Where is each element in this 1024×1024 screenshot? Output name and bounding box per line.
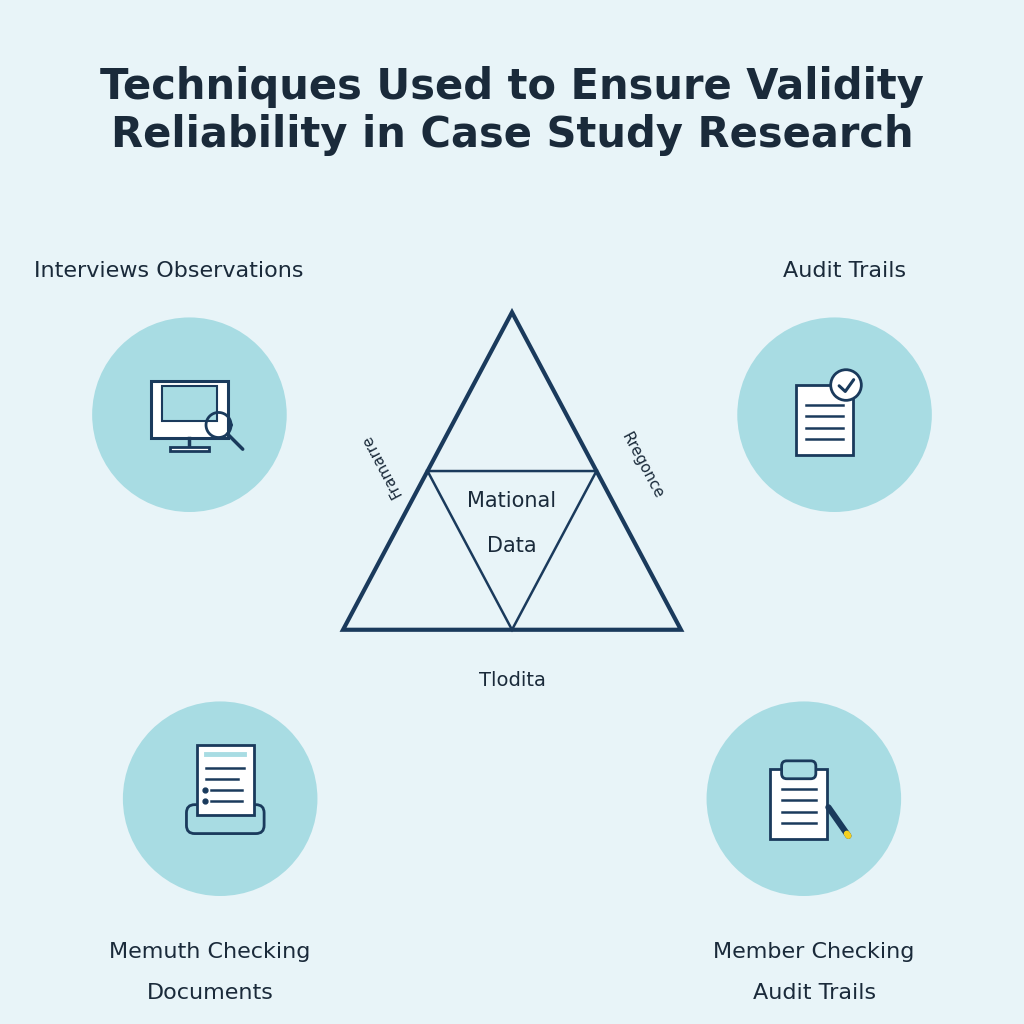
- FancyBboxPatch shape: [162, 386, 217, 421]
- Text: Audit Trails: Audit Trails: [753, 983, 876, 1004]
- FancyBboxPatch shape: [152, 381, 227, 437]
- Circle shape: [123, 701, 317, 896]
- FancyBboxPatch shape: [796, 385, 853, 455]
- Text: Techniques Used to Ensure Validity: Techniques Used to Ensure Validity: [100, 66, 924, 109]
- Circle shape: [737, 317, 932, 512]
- Circle shape: [707, 701, 901, 896]
- FancyBboxPatch shape: [170, 447, 209, 451]
- Text: Mational: Mational: [467, 492, 557, 511]
- Text: Documents: Documents: [146, 983, 273, 1004]
- Text: Audit Trails: Audit Trails: [783, 261, 906, 282]
- Text: Tlodita: Tlodita: [478, 672, 546, 690]
- FancyBboxPatch shape: [781, 761, 816, 778]
- FancyBboxPatch shape: [770, 769, 827, 839]
- Text: Reliability in Case Study Research: Reliability in Case Study Research: [111, 114, 913, 157]
- Circle shape: [92, 317, 287, 512]
- Circle shape: [830, 370, 861, 400]
- FancyBboxPatch shape: [186, 805, 264, 834]
- Text: Member Checking: Member Checking: [714, 942, 914, 963]
- Text: Framarre: Framarre: [358, 432, 404, 500]
- Text: Data: Data: [487, 537, 537, 556]
- Text: Memuth Checking: Memuth Checking: [110, 942, 310, 963]
- FancyBboxPatch shape: [197, 745, 254, 815]
- Text: Interviews Observations: Interviews Observations: [34, 261, 304, 282]
- Text: Rregonce: Rregonce: [618, 430, 667, 502]
